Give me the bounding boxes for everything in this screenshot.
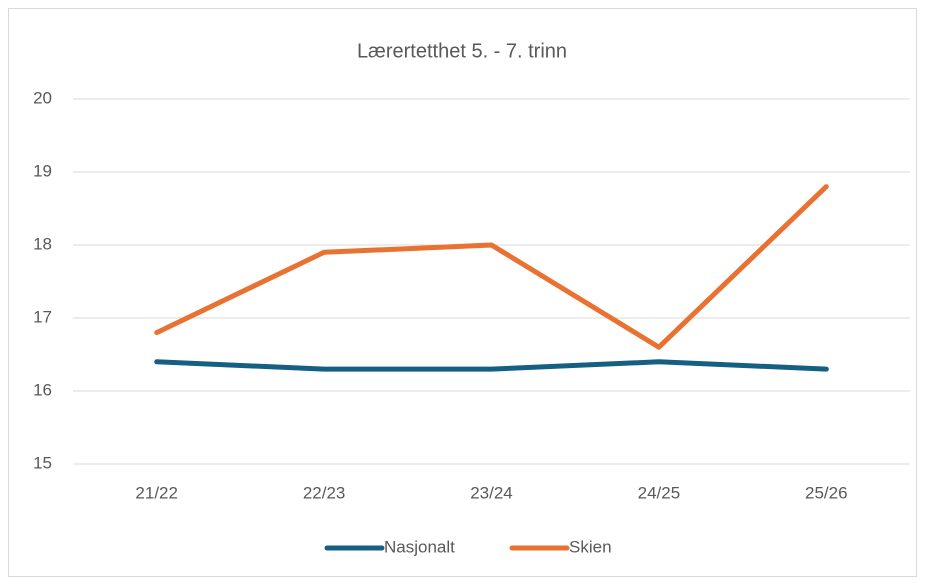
- y-tick-label: 19: [33, 161, 52, 180]
- series-line: [154, 184, 829, 350]
- x-tick-label: 21/22: [135, 483, 178, 502]
- legend-label: Nasjonalt: [384, 537, 455, 556]
- x-tick-label: 25/26: [805, 483, 848, 502]
- legend-label: Skien: [569, 537, 612, 556]
- y-tick-label: 20: [33, 88, 52, 107]
- y-tick-label: 16: [33, 380, 52, 399]
- y-tick-label: 17: [33, 307, 52, 326]
- chart-title: Lærertetthet 5. - 7. trinn: [357, 40, 567, 62]
- x-tick-label: 23/24: [470, 483, 513, 502]
- series-line: [154, 359, 829, 372]
- x-tick-label: 22/23: [303, 483, 346, 502]
- x-tick-label: 24/25: [638, 483, 681, 502]
- y-tick-label: 18: [33, 234, 52, 253]
- chart-border: [8, 8, 917, 577]
- y-tick-label: 15: [33, 453, 52, 472]
